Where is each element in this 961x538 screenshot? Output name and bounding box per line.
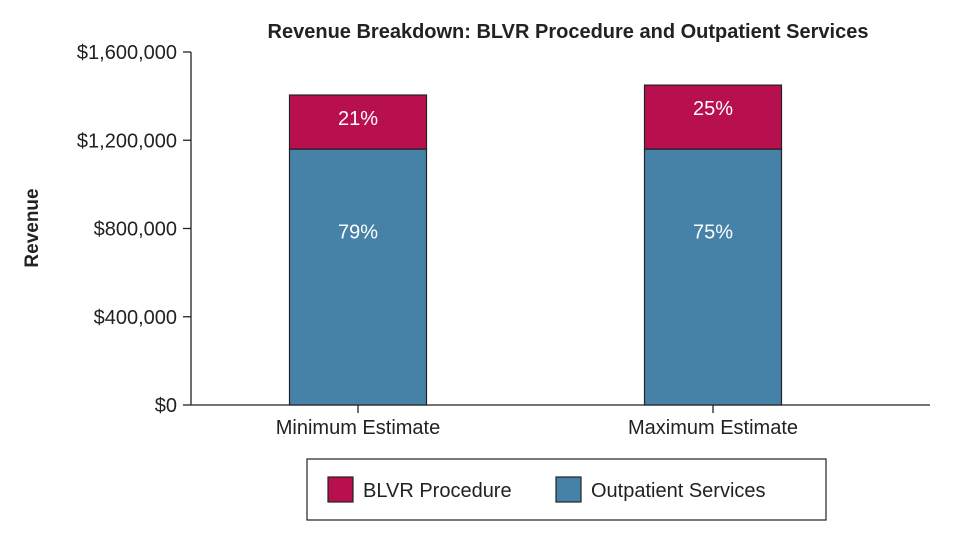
y-tick-label: $1,600,000 xyxy=(77,42,177,64)
bar-data-label: 75% xyxy=(693,222,733,244)
bar-data-label: 25% xyxy=(693,98,733,120)
chart-title: Revenue Breakdown: BLVR Procedure and Ou… xyxy=(268,21,869,43)
y-tick-label: $0 xyxy=(155,395,177,417)
y-tick-label: $400,000 xyxy=(94,307,177,329)
bars: 79% 21% 75% 25% xyxy=(288,84,783,406)
bar-segment-blvr-procedure xyxy=(643,84,783,150)
y-tick-label: $1,200,000 xyxy=(77,130,177,152)
y-tick-label: $800,000 xyxy=(94,219,177,241)
legend-label: BLVR Procedure xyxy=(363,480,512,502)
bar-data-label: 79% xyxy=(338,222,378,244)
legend-swatch xyxy=(327,476,354,503)
legend: BLVR Procedure Outpatient Services xyxy=(306,458,827,521)
category-labels: Minimum Estimate Maximum Estimate xyxy=(276,405,798,439)
bar-segment-outpatient-services xyxy=(643,148,783,406)
x-category-label: Maximum Estimate xyxy=(628,417,798,439)
y-ticks: $0 $400,000 $800,000 $1,200,000 $1,600,000 xyxy=(77,42,191,417)
y-axis-label: Revenue xyxy=(22,188,43,267)
bar-segment-outpatient-services xyxy=(288,148,428,406)
legend-swatch xyxy=(555,476,582,503)
legend-label: Outpatient Services xyxy=(591,480,766,502)
x-category-label: Minimum Estimate xyxy=(276,417,440,439)
bar-segment-blvr-procedure xyxy=(288,94,428,150)
bar-data-label: 21% xyxy=(338,108,378,130)
